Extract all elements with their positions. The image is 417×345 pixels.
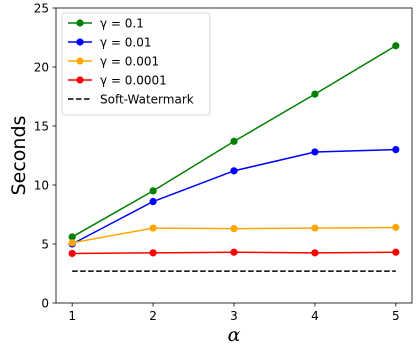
x-tick-label: 2 — [149, 309, 157, 323]
data-point-2-4 — [392, 223, 400, 232]
legend-label-3: γ = 0.0001 — [100, 73, 167, 87]
data-point-0-1 — [149, 187, 157, 195]
data-point-3-2 — [230, 248, 238, 256]
legend-label-1: γ = 0.01 — [100, 35, 152, 49]
y-tick-label: 10 — [34, 178, 49, 192]
data-point-1-3 — [311, 148, 319, 156]
data-point-2-2 — [230, 225, 238, 233]
y-tick-label: 20 — [34, 60, 49, 74]
y-axis-label: Seconds — [8, 116, 30, 196]
data-point-3-1 — [149, 249, 157, 257]
legend-marker-2 — [76, 57, 84, 65]
data-point-0-3 — [311, 90, 319, 98]
data-point-3-3 — [311, 249, 319, 257]
x-tick-label: 4 — [311, 309, 319, 323]
legend-marker-3 — [76, 76, 84, 84]
data-point-1-2 — [230, 167, 238, 175]
data-point-0-0 — [68, 233, 76, 241]
y-tick-label: 0 — [41, 296, 49, 310]
x-tick-label: 1 — [68, 309, 76, 323]
y-tick-label: 5 — [41, 237, 49, 251]
data-point-2-3 — [311, 224, 319, 232]
data-point-3-4 — [392, 248, 400, 256]
legend-box — [61, 12, 211, 116]
data-point-1-4 — [392, 146, 400, 154]
x-tick-label: 5 — [392, 309, 400, 323]
data-point-2-0 — [68, 239, 76, 247]
data-point-2-1 — [149, 224, 157, 232]
data-point-1-1 — [149, 197, 157, 206]
y-tick-label: 15 — [34, 119, 49, 133]
x-axis-label: α — [228, 324, 241, 345]
x-tick-label: 3 — [230, 309, 238, 323]
legend-label-4: Soft-Watermark — [100, 92, 194, 106]
data-point-0-4 — [392, 42, 400, 50]
y-tick-label: 25 — [34, 1, 49, 15]
legend-label-0: γ = 0.1 — [100, 16, 144, 30]
legend-label-2: γ = 0.001 — [100, 54, 159, 68]
data-point-0-2 — [230, 137, 238, 145]
legend-marker-1 — [76, 38, 84, 46]
data-point-3-0 — [68, 249, 76, 258]
legend-marker-0 — [76, 19, 84, 27]
